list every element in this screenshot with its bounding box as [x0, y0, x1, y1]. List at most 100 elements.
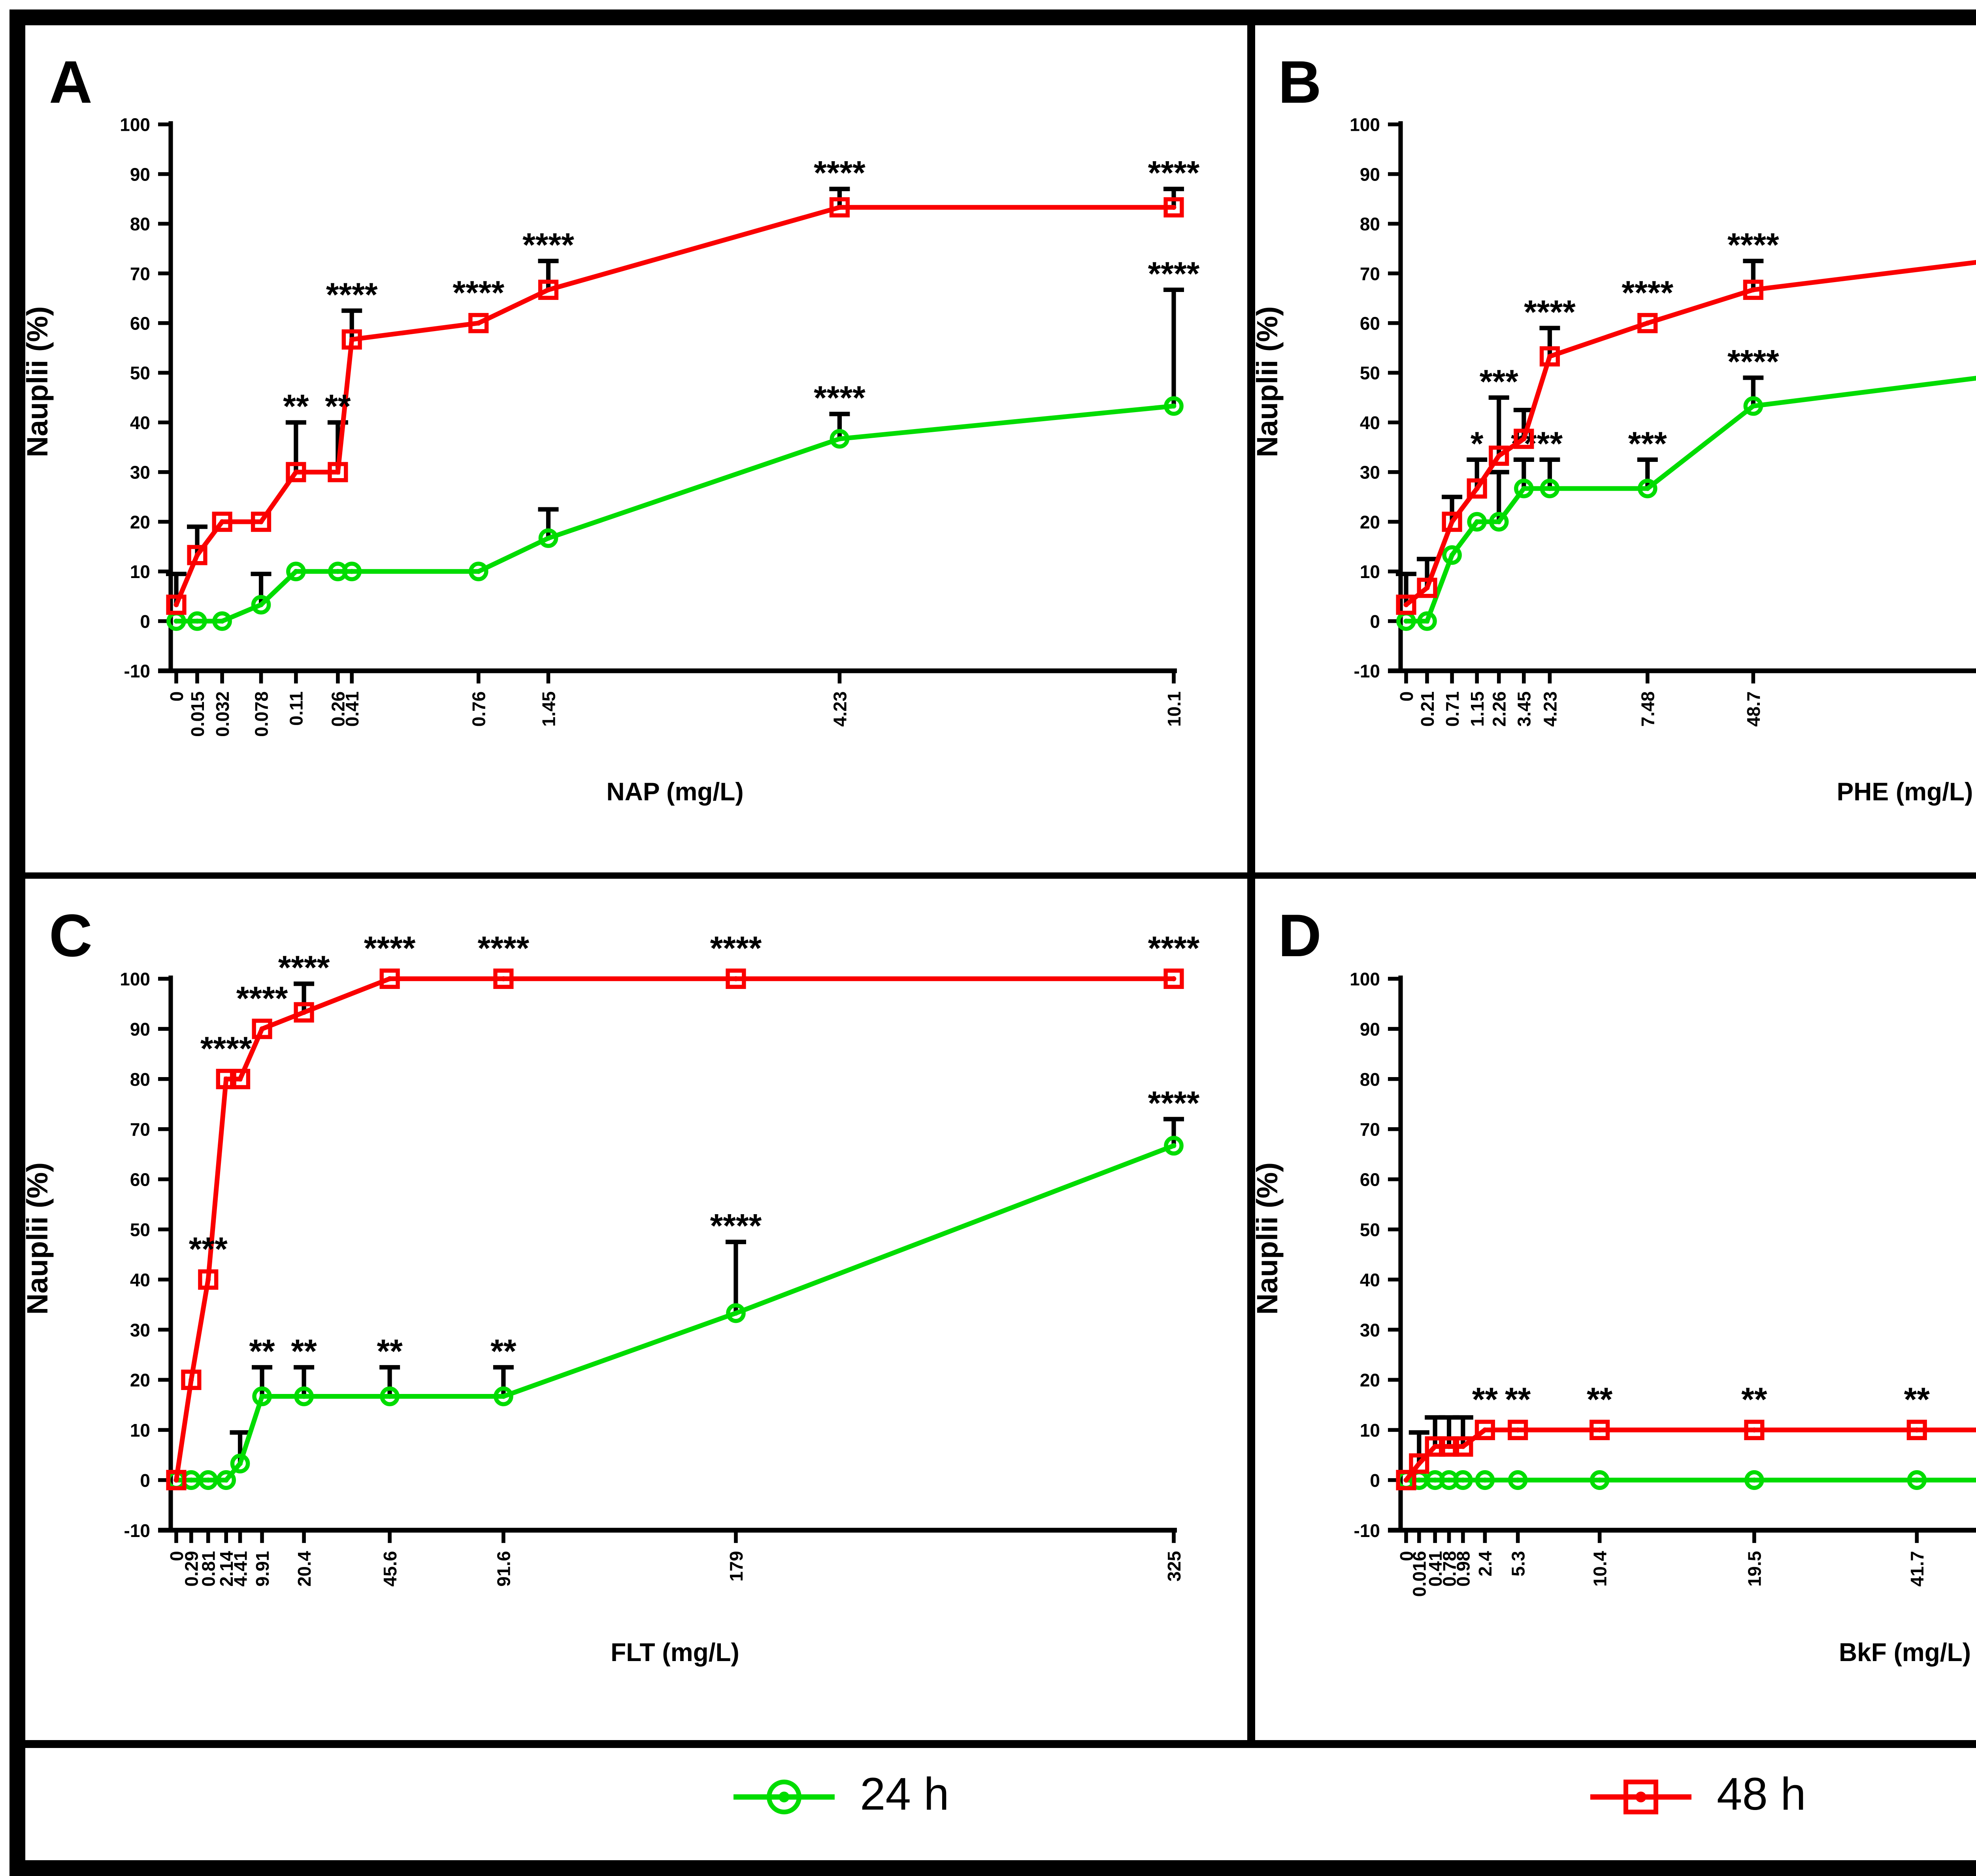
legend-label-48h: 48 h [1717, 1770, 1806, 1821]
data-point-center-dot [238, 1076, 243, 1082]
figure-border [9, 9, 1976, 1876]
data-point-circle [1164, 1136, 1184, 1156]
data-point-square [286, 462, 306, 482]
data-point-square [379, 968, 400, 989]
data-point-center-dot [258, 519, 264, 524]
data-point-circle [1164, 396, 1184, 416]
data-point-square [726, 968, 746, 989]
x-tick-label: 7.48 [1637, 691, 1657, 727]
x-tick-label: 4.23 [1539, 691, 1559, 727]
data-point-square [1637, 313, 1657, 333]
data-point-circle [1539, 478, 1559, 499]
significance-stars: **** [278, 949, 330, 986]
data-point-center-dot [293, 569, 299, 574]
data-point-circle [468, 561, 488, 582]
x-tick-label: 2.26 [1488, 691, 1509, 727]
data-point-center-dot [1431, 1477, 1437, 1483]
legend-item-48h: 48 h [1584, 1747, 1806, 1845]
data-point-square [181, 1369, 202, 1390]
data-point-circle [216, 1470, 236, 1490]
significance-stars: *** [1627, 425, 1666, 462]
x-tick-label: 41.7 [1906, 1551, 1927, 1586]
y-axis-title: Nauplii (%) [25, 306, 54, 457]
data-point-square [187, 545, 207, 565]
y-tick-label: 100 [1349, 969, 1379, 989]
y-tick-label: 70 [1359, 264, 1379, 284]
data-point-square [538, 279, 559, 300]
data-point-center-dot [546, 535, 551, 541]
data-point-circle [1452, 1470, 1472, 1490]
significance-stars: ** [490, 1332, 517, 1369]
data-point-center-dot [194, 552, 200, 558]
data-point-center-dot [301, 1010, 307, 1015]
y-tick-label: 70 [1359, 1119, 1379, 1140]
y-tick-label: 50 [1359, 363, 1379, 383]
legend-divider [25, 1740, 1976, 1747]
x-tick-label: 19.5 [1744, 1551, 1764, 1586]
series-line-24h [176, 1143, 1175, 1483]
data-point-square [341, 329, 362, 350]
data-point-center-dot [1520, 486, 1526, 491]
y-tick-label: 90 [1359, 164, 1379, 185]
x-axis-title: NAP (mg/L) [606, 778, 743, 806]
data-point-center-dot [219, 519, 225, 524]
data-point-circle [380, 1386, 400, 1407]
data-point-center-dot [1750, 403, 1755, 409]
data-point-center-dot [501, 1394, 506, 1399]
x-tick-label: 2.4 [1474, 1551, 1495, 1577]
series-line-24h [176, 403, 1174, 623]
significance-stars: **** [1621, 274, 1672, 311]
y-tick-label: 40 [1359, 412, 1379, 433]
y-tick-label: 10 [1359, 1420, 1379, 1441]
data-point-square [1466, 478, 1486, 499]
panel-b-label: B [1278, 51, 1322, 117]
data-point-center-dot [1644, 320, 1650, 326]
data-point-center-dot [387, 976, 392, 981]
data-point-center-dot [1424, 618, 1429, 624]
data-point-square [1452, 1436, 1473, 1457]
data-point-circle [538, 528, 558, 548]
x-tick-label: 0.015 [187, 691, 208, 737]
x-tick-label: 0 [1395, 691, 1416, 702]
data-point-center-dot [259, 1026, 265, 1032]
y-tick-label: 0 [140, 1470, 150, 1491]
y-tick-label: 60 [130, 313, 150, 333]
data-point-center-dot [1913, 1477, 1919, 1483]
data-point-center-dot [301, 1394, 307, 1399]
data-point-center-dot [335, 569, 341, 574]
data-point-center-dot [546, 287, 551, 292]
data-point-square [1438, 1436, 1459, 1457]
data-point-square [1488, 445, 1508, 466]
data-point-square [294, 1002, 314, 1023]
panel-d-label: D [1278, 904, 1322, 970]
series-line-48h [174, 976, 1174, 1480]
data-point-square [166, 1470, 187, 1490]
data-point-center-dot [1520, 436, 1526, 442]
panel-c: 100 90 80 70 60 50 40 30 20 10 0 -10 0 0.29 0.81 2.14 4.… [25, 879, 1247, 1740]
data-point-center-dot [293, 469, 299, 475]
y-tick-label: 0 [1369, 611, 1379, 632]
significance-stars: ** [1536, 425, 1562, 462]
data-point-square [1163, 197, 1184, 218]
y-tick-label: -10 [124, 661, 150, 682]
data-point-circle [1906, 1470, 1926, 1490]
data-point-center-dot [173, 1477, 179, 1483]
data-point-center-dot [1546, 354, 1552, 359]
data-point-circle [726, 1303, 746, 1323]
y-tick-label: 90 [130, 164, 150, 185]
data-point-center-dot [258, 602, 264, 607]
y-tick-label: 20 [130, 1370, 150, 1390]
x-tick-label: 0 [1395, 1551, 1416, 1561]
data-point-circle [1513, 478, 1533, 499]
data-point-center-dot [335, 469, 341, 475]
data-point-center-dot [349, 569, 354, 574]
data-point-center-dot [476, 569, 481, 574]
x-tick-label: 91.6 [494, 1551, 514, 1586]
x-tick-label: 45.6 [380, 1551, 400, 1586]
y-tick-label: 80 [1359, 1069, 1379, 1090]
x-axis-title: BkF (mg/L) [1838, 1638, 1970, 1667]
legend-label-24h: 24 h [860, 1770, 949, 1821]
panel-c-label: C [49, 904, 92, 970]
data-point-circle [1441, 545, 1461, 565]
